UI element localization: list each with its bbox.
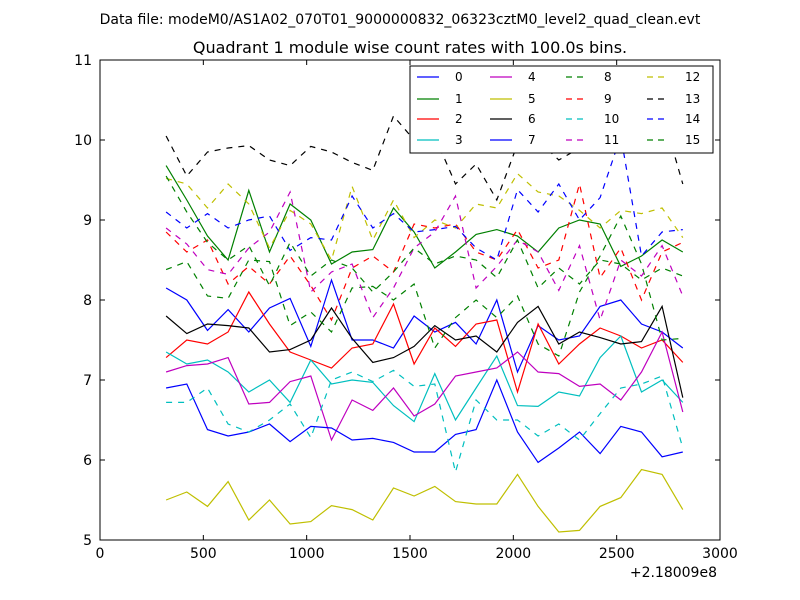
- legend-label-2: 2: [455, 112, 463, 126]
- legend-label-12: 12: [685, 70, 700, 84]
- x-tick-label: 2000: [496, 546, 532, 562]
- x-tick-label: 0: [96, 546, 105, 562]
- x-tick-label: 500: [190, 546, 217, 562]
- series-line-2: [165, 290, 684, 395]
- legend-label-11: 11: [604, 133, 619, 147]
- series-line-9: [165, 183, 684, 322]
- series-line-15: [165, 175, 684, 293]
- series-line-8: [165, 214, 683, 357]
- series-line-5: [165, 468, 684, 533]
- x-offset-label: +2.18009e8: [630, 565, 717, 581]
- y-tick-label: 11: [74, 53, 92, 69]
- legend-label-9: 9: [604, 92, 612, 106]
- legend-label-14: 14: [685, 112, 700, 126]
- x-tick-label: 2500: [599, 546, 635, 562]
- series-line-1: [165, 165, 684, 269]
- series-layer: [165, 99, 684, 533]
- series-line-3: [165, 334, 684, 423]
- series-line-14: [165, 135, 683, 261]
- y-tick-label: 10: [74, 133, 92, 149]
- y-tick-label: 5: [83, 533, 92, 549]
- series-line-4: [165, 330, 684, 442]
- legend-label-15: 15: [685, 133, 700, 147]
- x-tick-label: 1000: [289, 546, 325, 562]
- legend-label-7: 7: [528, 133, 536, 147]
- y-tick-label: 6: [83, 453, 92, 469]
- legend-label-8: 8: [604, 70, 612, 84]
- series-line-6: [165, 304, 684, 398]
- y-tick-label: 9: [83, 213, 92, 229]
- figure-suptitle: Data file: modeM0/AS1A02_070T01_90000008…: [100, 12, 701, 28]
- chart-title: Quadrant 1 module wise count rates with …: [193, 38, 627, 57]
- legend-label-6: 6: [528, 112, 536, 126]
- legend-label-5: 5: [528, 92, 536, 106]
- legend-label-10: 10: [604, 112, 619, 126]
- series-line-12: [165, 172, 684, 262]
- legend-label-13: 13: [685, 92, 700, 106]
- series-line-10: [166, 369, 684, 475]
- x-tick-label: 3000: [702, 546, 738, 562]
- legend-label-0: 0: [455, 70, 463, 84]
- legend-label-3: 3: [455, 133, 463, 147]
- legend-label-1: 1: [455, 92, 463, 106]
- series-line-0: [165, 278, 684, 374]
- x-tick-label: 1500: [392, 546, 428, 562]
- legend-box: [409, 65, 714, 154]
- y-tick-label: 8: [83, 293, 92, 309]
- legend-label-4: 4: [528, 70, 536, 84]
- y-tick-label: 7: [83, 373, 92, 389]
